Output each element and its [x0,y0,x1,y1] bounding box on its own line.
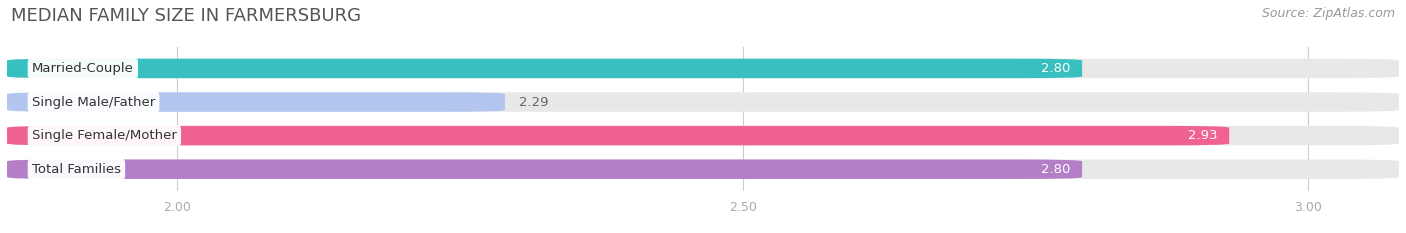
Text: 2.80: 2.80 [1042,163,1071,176]
Text: Single Female/Mother: Single Female/Mother [32,129,177,142]
FancyBboxPatch shape [7,126,1399,145]
Text: Married-Couple: Married-Couple [32,62,134,75]
FancyBboxPatch shape [7,126,1229,145]
FancyBboxPatch shape [7,159,1083,179]
Text: 2.80: 2.80 [1042,62,1071,75]
FancyBboxPatch shape [7,92,1399,112]
Text: 2.29: 2.29 [519,96,548,109]
Text: Total Families: Total Families [32,163,121,176]
Text: 2.93: 2.93 [1188,129,1218,142]
FancyBboxPatch shape [7,59,1399,78]
Text: Source: ZipAtlas.com: Source: ZipAtlas.com [1261,7,1395,20]
Text: MEDIAN FAMILY SIZE IN FARMERSBURG: MEDIAN FAMILY SIZE IN FARMERSBURG [11,7,361,25]
FancyBboxPatch shape [7,92,505,112]
Text: Single Male/Father: Single Male/Father [32,96,155,109]
FancyBboxPatch shape [7,159,1399,179]
FancyBboxPatch shape [7,59,1083,78]
